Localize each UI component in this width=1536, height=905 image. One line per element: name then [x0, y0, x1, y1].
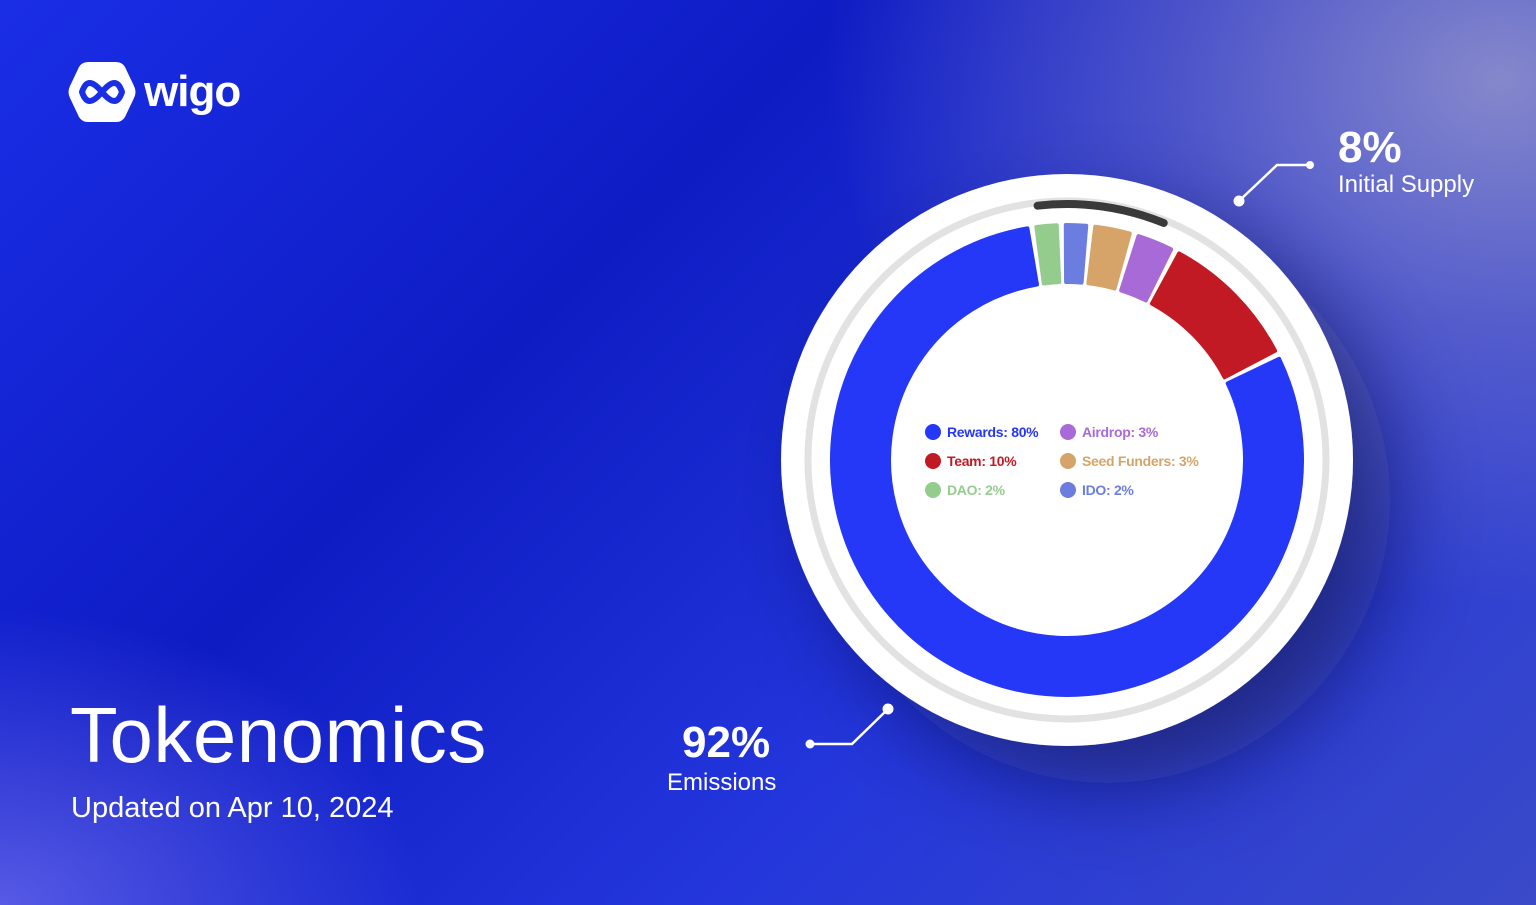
legend-label: Seed Funders: 3%	[1082, 453, 1199, 469]
initial-supply-leader-line	[1238, 163, 1310, 202]
legend-item-ido: IDO: 2%	[1060, 481, 1220, 499]
legend-label: DAO: 2%	[947, 482, 1005, 498]
brand-logo: wigo	[68, 60, 241, 124]
donut-segments	[830, 223, 1304, 697]
legend-dot	[925, 453, 941, 469]
initial-supply-percent: 8%	[1338, 123, 1402, 172]
donut-segment-team	[1149, 251, 1278, 380]
brand-name: wigo	[144, 67, 241, 116]
legend-item-team: Team: 10%	[925, 452, 1060, 470]
legend-dot	[1060, 424, 1076, 440]
initial-supply-arc	[1033, 200, 1168, 227]
wigo-logo-icon	[68, 62, 136, 122]
legend-dot	[1060, 453, 1076, 469]
donut-segment-rewards	[830, 226, 1304, 697]
legend-label: Rewards: 80%	[947, 424, 1039, 440]
donut-segment-airdrop	[1119, 234, 1174, 303]
legend-dot	[925, 482, 941, 498]
legend-item-rewards: Rewards: 80%	[925, 423, 1060, 441]
legend-item-seed-funders: Seed Funders: 3%	[1060, 452, 1220, 470]
page-title: Tokenomics	[70, 691, 487, 779]
emissions-leader-dot	[882, 703, 894, 715]
chart-legend: Rewards: 80% Airdrop: 3% Team: 10% Seed Fun…	[925, 423, 1220, 499]
donut-segment-ido	[1063, 223, 1089, 285]
legend-item-airdrop: Airdrop: 3%	[1060, 423, 1220, 441]
initial-supply-leader-end	[1306, 161, 1314, 169]
donut-segment-seed-funders	[1086, 224, 1132, 291]
legend-item-dao: DAO: 2%	[925, 481, 1060, 499]
donut-segment-dao	[1034, 223, 1062, 286]
legend-label: Team: 10%	[947, 453, 1017, 469]
initial-supply-label: Initial Supply	[1338, 171, 1475, 198]
page-subtitle: Updated on Apr 10, 2024	[71, 792, 394, 824]
emissions-label: Emissions	[667, 769, 777, 796]
legend-label: Airdrop: 3%	[1082, 424, 1159, 440]
legend-dot	[925, 424, 941, 440]
emissions-leader-line	[810, 708, 889, 746]
initial-supply-leader-dot	[1233, 195, 1245, 207]
legend-dot	[1060, 482, 1076, 498]
legend-label: IDO: 2%	[1082, 482, 1134, 498]
emissions-percent: 92%	[682, 718, 771, 767]
emissions-leader-end	[805, 739, 815, 749]
